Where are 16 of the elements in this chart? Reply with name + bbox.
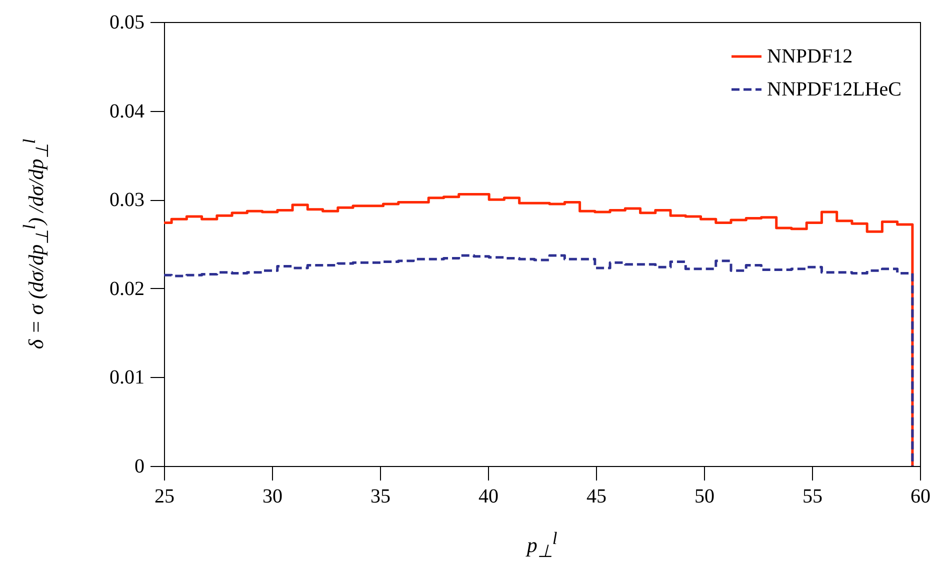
x-tick-label: 40 bbox=[478, 486, 498, 508]
x-tick-label: 60 bbox=[910, 486, 930, 508]
y-tick-label: 0.04 bbox=[110, 100, 144, 122]
y-tick-label: 0.01 bbox=[110, 366, 144, 389]
y-tick-label: 0.05 bbox=[110, 12, 144, 34]
x-tick-label: 35 bbox=[370, 486, 390, 508]
legend-label: NNPDF12LHeC bbox=[767, 78, 902, 100]
legend-label: NNPDF12 bbox=[767, 46, 853, 68]
x-tick-label: 55 bbox=[802, 486, 822, 508]
y-tick-label: 0.03 bbox=[110, 189, 144, 212]
y-tick-label: 0.02 bbox=[110, 278, 144, 300]
x-tick-label: 30 bbox=[262, 486, 282, 508]
x-tick-label: 45 bbox=[586, 486, 606, 508]
x-tick-label: 50 bbox=[694, 486, 714, 508]
x-tick-label: 25 bbox=[154, 486, 174, 508]
y-tick-label: 0 bbox=[134, 456, 144, 478]
